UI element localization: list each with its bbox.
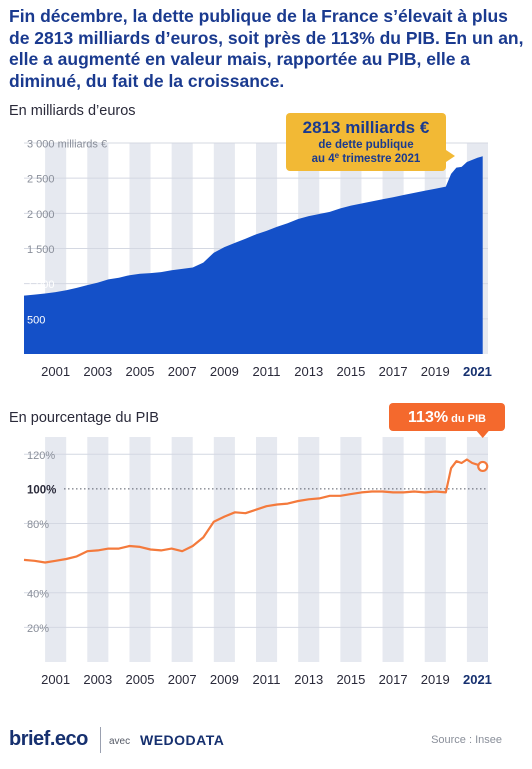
source-note: Source : Insee: [431, 734, 502, 746]
year-stripe-2017: [382, 437, 404, 662]
year-stripe-2021: [466, 437, 488, 662]
footer-divider: [100, 727, 101, 753]
y-tick-label-120: 120%: [27, 450, 55, 462]
x-tick-label-2009: 2009: [210, 364, 239, 379]
y-tick-label-40: 40%: [27, 588, 49, 600]
footer-with: avec: [109, 736, 131, 747]
x-tick-label-2019: 2019: [421, 672, 450, 687]
x-tick-label-2017: 2017: [379, 672, 408, 687]
x-tick-label-2013: 2013: [294, 364, 323, 379]
x-tick-label-2003: 2003: [83, 672, 112, 687]
y-tick-label-2000: 2 000: [27, 209, 55, 221]
wedodata-logo: WEDODATA: [140, 732, 225, 748]
year-stripe-2009: [213, 437, 235, 662]
chart-2-subtitle: En pourcentage du PIB: [9, 410, 159, 426]
x-tick-label-2015: 2015: [336, 364, 365, 379]
x-tick-label-2011: 2011: [253, 364, 281, 379]
debt-ratio-line-series: [23, 458, 484, 564]
debt-area-series: [24, 156, 483, 354]
x-tick-label-2001: 2001: [41, 672, 70, 687]
year-stripe-2005: [129, 437, 151, 662]
chart-1-subtitle: En milliards d’euros: [9, 103, 136, 119]
x-tick-label-2015: 2015: [336, 672, 365, 687]
debt-value-chart: 500 1 000 1 500 2 000 2 500 3 000 milliards €…: [24, 113, 492, 379]
x-tick-label-2011: 2011: [253, 672, 281, 687]
y-tick-label-80: 80%: [27, 519, 49, 531]
x-tick-label-2021: 2021: [463, 364, 492, 379]
y-tick-label-2500: 2 500: [27, 174, 55, 186]
x-tick-label-2001: 2001: [41, 364, 70, 379]
year-stripe-2011: [256, 437, 278, 662]
x-tick-label-2021: 2021: [463, 672, 492, 687]
year-stripe-2019: [424, 437, 446, 662]
x-tick-label-2005: 2005: [126, 672, 155, 687]
callout-box: [389, 403, 505, 431]
x-tick-label-2003: 2003: [83, 364, 112, 379]
y-tick-label-1500: 1 500: [27, 244, 55, 256]
year-stripe-2015: [340, 437, 362, 662]
y-tick-label-20: 20%: [27, 623, 49, 635]
debt-ratio-chart: 100% 20% 40% 80% 120% 2001 2003 2005 2007 2009 201…: [23, 403, 505, 687]
callout-value: 2813 milliards €: [303, 118, 430, 137]
year-stripe-2007: [171, 437, 193, 662]
x-tick-label-2017: 2017: [379, 364, 408, 379]
callout-line2: au 4e trimestre 2021: [312, 151, 421, 166]
x-tick-label-2005: 2005: [126, 364, 155, 379]
x-tick-label-2013: 2013: [294, 672, 323, 687]
last-point-marker: [477, 460, 489, 473]
x-tick-label-2007: 2007: [168, 364, 197, 379]
headline: Fin décembre, la dette publique de la Fr…: [9, 6, 524, 91]
year-stripe-2001: [45, 437, 67, 662]
callout-box: [286, 113, 446, 171]
y-unit-label: 3 000 milliards €: [27, 139, 107, 151]
y-tick-label-500: 500: [27, 314, 45, 326]
callout-value: 113% du PIB: [408, 409, 486, 426]
x-tick-label-2007: 2007: [168, 672, 197, 687]
callout-pointer: [446, 150, 455, 162]
year-stripe-2013: [298, 437, 320, 662]
x-tick-label-2009: 2009: [210, 672, 239, 687]
brief-eco-logo: brief.eco: [9, 728, 88, 750]
y-tick-label-1000: 1 000: [27, 279, 55, 291]
reference-label: 100%: [27, 484, 56, 496]
callout-line1: de dette publique: [318, 139, 413, 151]
callout-pointer: [476, 431, 489, 438]
x-tick-label-2019: 2019: [421, 364, 450, 379]
